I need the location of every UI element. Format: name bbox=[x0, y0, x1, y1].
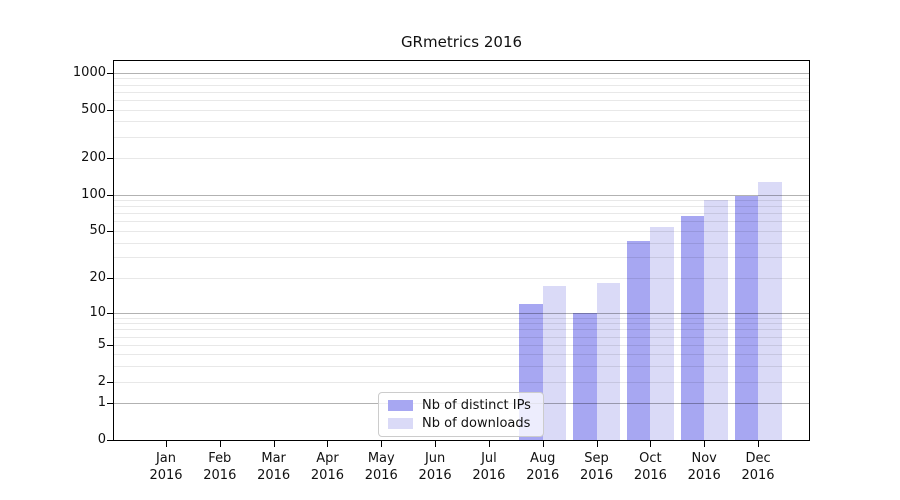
x-tick-label-may: May 2016 bbox=[364, 451, 398, 483]
gridline-7 bbox=[114, 329, 809, 331]
gridline-800 bbox=[114, 84, 809, 86]
y-tick-5 bbox=[107, 344, 113, 346]
gridline-40 bbox=[114, 242, 809, 244]
x-tick-jul bbox=[488, 441, 490, 447]
y-tick-2 bbox=[107, 381, 113, 383]
x-tick-aug bbox=[542, 441, 544, 447]
plot-area bbox=[107, 60, 810, 447]
x-tick-label-sep: Sep 2016 bbox=[580, 451, 614, 483]
y-tick-label-200: 200 bbox=[81, 150, 106, 166]
bar-downloads-sep bbox=[596, 283, 621, 440]
x-tick-label-apr: Apr 2016 bbox=[310, 451, 344, 483]
gridline-90 bbox=[114, 200, 809, 202]
legend-swatch-downloads bbox=[388, 417, 413, 429]
gridline-5 bbox=[114, 344, 809, 346]
y-tick-label-0: 0 bbox=[97, 432, 106, 447]
x-tick-label-dec: Dec 2016 bbox=[741, 451, 775, 483]
gridline-900 bbox=[114, 78, 809, 80]
gridline-9 bbox=[114, 317, 809, 319]
y-tick-200 bbox=[107, 158, 113, 160]
y-tick-label-100: 100 bbox=[81, 186, 106, 202]
x-tick-may bbox=[381, 441, 383, 447]
y-tick-label-20: 20 bbox=[89, 270, 106, 286]
x-tick-label-nov: Nov 2016 bbox=[687, 451, 721, 483]
y-tick-label-1: 1 bbox=[97, 395, 106, 411]
gridline-3 bbox=[114, 366, 809, 368]
gridline-4 bbox=[114, 354, 809, 356]
bar-ips-oct bbox=[626, 241, 651, 440]
x-tick-jun bbox=[435, 441, 437, 447]
y-tick-label-1000: 1000 bbox=[72, 64, 106, 80]
gridline-300 bbox=[114, 136, 809, 138]
legend-item-downloads: Nb of downloads bbox=[388, 416, 534, 431]
legend: Nb of distinct IPs Nb of downloads bbox=[378, 392, 544, 437]
x-tick-apr bbox=[327, 441, 329, 447]
gridline-100 bbox=[114, 194, 809, 196]
bar-ips-nov bbox=[680, 216, 705, 440]
x-tick-label-jun: Jun 2016 bbox=[418, 451, 452, 483]
legend-label-distinct-ips: Nb of distinct IPs bbox=[422, 398, 531, 414]
y-tick-1000 bbox=[107, 72, 113, 74]
gridline-200 bbox=[114, 158, 809, 160]
y-tick-20 bbox=[107, 278, 113, 280]
gridline-500 bbox=[114, 109, 809, 111]
y-tick-label-2: 2 bbox=[97, 373, 106, 389]
bar-downloads-aug bbox=[542, 286, 567, 440]
gridline-600 bbox=[114, 99, 809, 101]
x-tick-label-jul: Jul 2016 bbox=[472, 451, 506, 483]
x-tick-feb bbox=[219, 441, 221, 447]
bar-downloads-oct bbox=[650, 226, 674, 440]
gridline-30 bbox=[114, 257, 809, 259]
x-tick-sep bbox=[596, 441, 598, 447]
gridline-10 bbox=[114, 312, 809, 314]
legend-item-distinct-ips: Nb of distinct IPs bbox=[388, 398, 534, 413]
y-tick-50 bbox=[107, 230, 113, 232]
y-tick-10 bbox=[107, 312, 113, 314]
y-tick-100 bbox=[107, 194, 113, 196]
gridline-1000 bbox=[114, 72, 809, 74]
x-tick-dec bbox=[758, 441, 760, 447]
bar-downloads-dec bbox=[758, 182, 782, 440]
gridline-20 bbox=[114, 278, 809, 280]
y-tick-500 bbox=[107, 109, 113, 111]
gridline-400 bbox=[114, 121, 809, 123]
gridline-6 bbox=[114, 336, 809, 338]
y-tick-label-50: 50 bbox=[89, 222, 106, 238]
x-tick-label-jan: Jan 2016 bbox=[149, 451, 183, 483]
x-tick-label-mar: Mar 2016 bbox=[257, 451, 291, 483]
x-tick-label-feb: Feb 2016 bbox=[203, 451, 237, 483]
x-tick-mar bbox=[273, 441, 275, 447]
y-tick-1 bbox=[107, 403, 113, 405]
y-tick-0 bbox=[107, 440, 113, 441]
x-tick-label-oct: Oct 2016 bbox=[633, 451, 667, 483]
bar-ips-sep bbox=[573, 312, 597, 440]
chart-title: GRmetrics 2016 bbox=[400, 33, 523, 51]
gridline-8 bbox=[114, 323, 809, 325]
bar-ips-dec bbox=[734, 196, 759, 440]
gridline-60 bbox=[114, 221, 809, 223]
bar-downloads-nov bbox=[704, 200, 728, 440]
gridline-700 bbox=[114, 91, 809, 93]
legend-label-downloads: Nb of downloads bbox=[422, 415, 531, 431]
y-tick-label-5: 5 bbox=[97, 336, 106, 352]
y-tick-label-500: 500 bbox=[81, 101, 106, 117]
x-tick-nov bbox=[704, 441, 706, 447]
gridline-70 bbox=[114, 213, 809, 215]
gridline-80 bbox=[114, 206, 809, 208]
legend-swatch-distinct-ips bbox=[388, 400, 413, 412]
x-tick-oct bbox=[650, 441, 652, 447]
y-tick-label-10: 10 bbox=[89, 304, 106, 320]
gridline-2 bbox=[114, 381, 809, 383]
x-tick-jan bbox=[166, 441, 167, 447]
x-tick-label-aug: Aug 2016 bbox=[526, 451, 560, 483]
gridline-50 bbox=[114, 230, 809, 232]
